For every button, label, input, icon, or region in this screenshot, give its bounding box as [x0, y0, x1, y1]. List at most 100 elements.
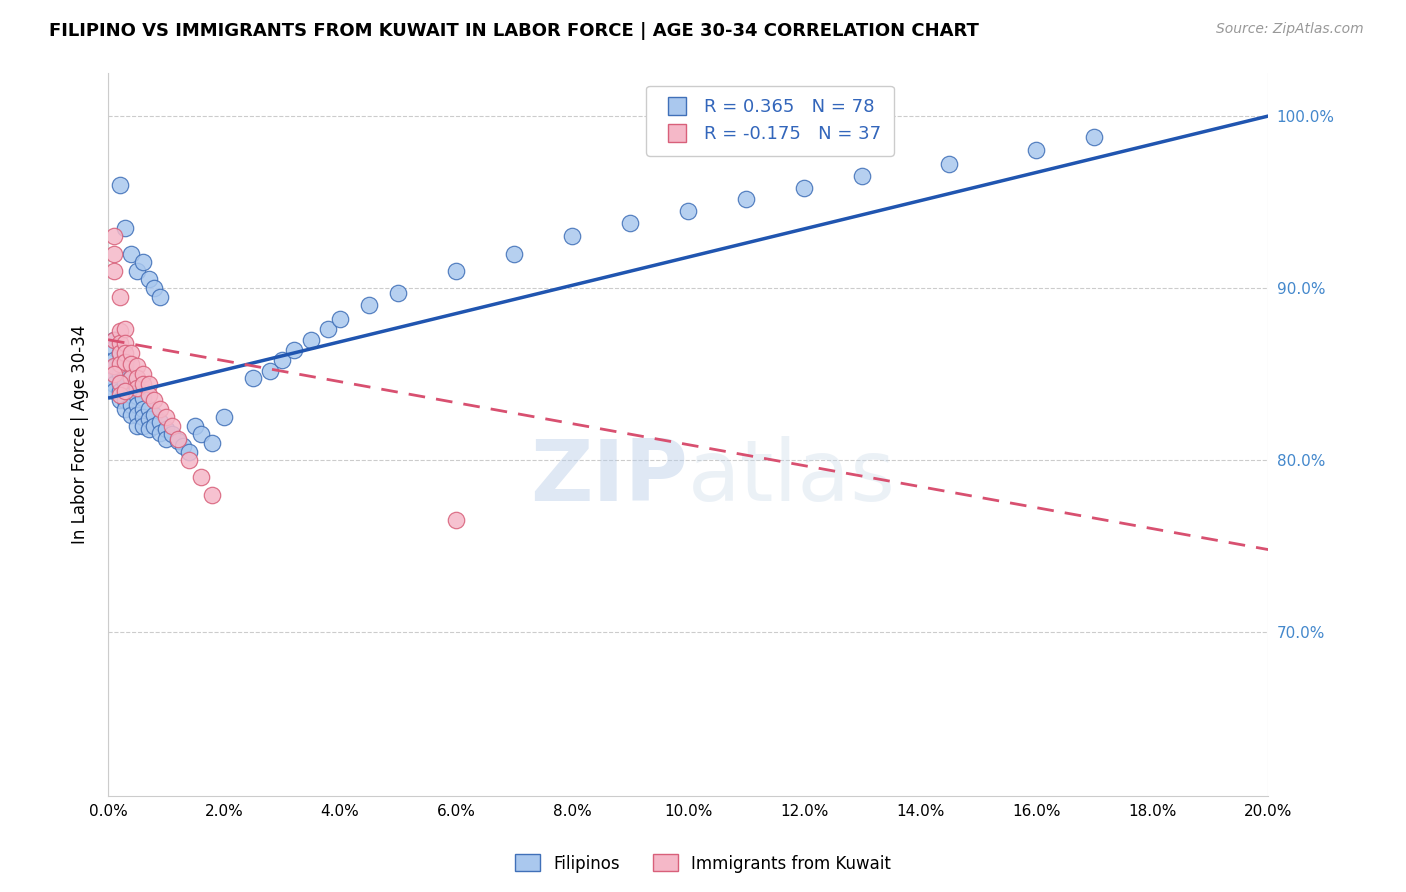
Point	[138, 272, 160, 286]
Point	[120, 388, 142, 402]
Point	[938, 157, 960, 171]
Point	[103, 384, 125, 399]
Text: atlas: atlas	[688, 436, 896, 519]
Point	[138, 388, 160, 402]
Point	[155, 422, 177, 436]
Point	[329, 312, 352, 326]
Point	[318, 322, 340, 336]
Point	[271, 353, 294, 368]
Point	[793, 181, 815, 195]
Point	[359, 298, 381, 312]
Point	[160, 418, 183, 433]
Point	[149, 415, 172, 429]
Point	[114, 367, 136, 381]
Point	[179, 453, 201, 467]
Y-axis label: In Labor Force | Age 30-34: In Labor Force | Age 30-34	[72, 325, 89, 544]
Point	[125, 418, 148, 433]
Point	[103, 377, 125, 392]
Point	[103, 367, 125, 381]
Point	[125, 359, 148, 373]
Text: FILIPINO VS IMMIGRANTS FROM KUWAIT IN LABOR FORCE | AGE 30-34 CORRELATION CHART: FILIPINO VS IMMIGRANTS FROM KUWAIT IN LA…	[49, 22, 979, 40]
Point	[283, 343, 305, 357]
Point	[103, 370, 125, 384]
Point	[184, 418, 207, 433]
Point	[108, 367, 131, 381]
Point	[120, 398, 142, 412]
Point	[160, 427, 183, 442]
Point	[143, 418, 166, 433]
Point	[108, 324, 131, 338]
Point	[149, 401, 172, 416]
Point	[132, 418, 155, 433]
Point	[561, 229, 583, 244]
Point	[299, 333, 322, 347]
Point	[190, 427, 212, 442]
Point	[114, 376, 136, 390]
Point	[387, 286, 409, 301]
Point	[108, 346, 131, 360]
Point	[201, 436, 224, 450]
Point	[114, 392, 136, 407]
Point	[1083, 129, 1105, 144]
Point	[103, 341, 125, 355]
Point	[138, 377, 160, 392]
Point	[143, 281, 166, 295]
Point	[155, 410, 177, 425]
Point	[108, 178, 131, 192]
Point	[103, 333, 125, 347]
Point	[103, 359, 125, 373]
Point	[166, 433, 188, 447]
Point	[132, 377, 155, 392]
Point	[125, 370, 148, 384]
Point	[143, 409, 166, 423]
Point	[120, 346, 142, 360]
Point	[114, 384, 136, 399]
Point	[132, 401, 155, 416]
Point	[212, 410, 235, 425]
Point	[114, 384, 136, 399]
Point	[503, 246, 526, 260]
Point	[103, 246, 125, 260]
Point	[108, 336, 131, 351]
Point	[125, 389, 148, 403]
Point	[138, 412, 160, 426]
Point	[138, 401, 160, 416]
Point	[120, 381, 142, 395]
Point	[735, 192, 758, 206]
Point	[201, 487, 224, 501]
Point	[114, 346, 136, 360]
Point	[149, 290, 172, 304]
Point	[120, 370, 142, 384]
Point	[103, 229, 125, 244]
Point	[125, 381, 148, 395]
Legend: Filipinos, Immigrants from Kuwait: Filipinos, Immigrants from Kuwait	[508, 847, 898, 880]
Point	[120, 409, 142, 423]
Point	[143, 392, 166, 407]
Point	[125, 398, 148, 412]
Point	[114, 355, 136, 369]
Point	[444, 264, 467, 278]
Point	[190, 470, 212, 484]
Point	[179, 444, 201, 458]
Point	[676, 203, 699, 218]
Point	[851, 169, 873, 184]
Point	[120, 357, 142, 371]
Point	[242, 370, 264, 384]
Legend: R = 0.365   N = 78, R = -0.175   N = 37: R = 0.365 N = 78, R = -0.175 N = 37	[647, 86, 894, 156]
Point	[108, 388, 131, 402]
Point	[120, 246, 142, 260]
Point	[166, 434, 188, 449]
Point	[114, 336, 136, 351]
Point	[120, 370, 142, 384]
Point	[132, 391, 155, 405]
Point	[103, 353, 125, 368]
Point	[108, 392, 131, 407]
Point	[108, 357, 131, 371]
Point	[132, 410, 155, 425]
Point	[125, 409, 148, 423]
Point	[108, 359, 131, 373]
Point	[103, 360, 125, 375]
Point	[1025, 144, 1047, 158]
Point	[132, 367, 155, 381]
Point	[444, 513, 467, 527]
